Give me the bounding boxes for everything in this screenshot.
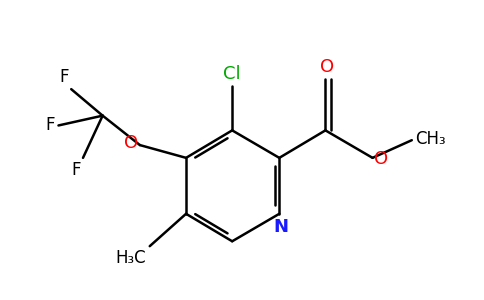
Text: N: N — [274, 218, 289, 236]
Text: O: O — [375, 150, 389, 168]
Text: F: F — [45, 116, 55, 134]
Text: H₃C: H₃C — [115, 249, 146, 267]
Text: O: O — [124, 134, 138, 152]
Text: F: F — [72, 161, 81, 179]
Text: Cl: Cl — [224, 65, 241, 83]
Text: O: O — [320, 58, 334, 76]
Text: CH₃: CH₃ — [415, 130, 445, 148]
Text: F: F — [60, 68, 69, 86]
